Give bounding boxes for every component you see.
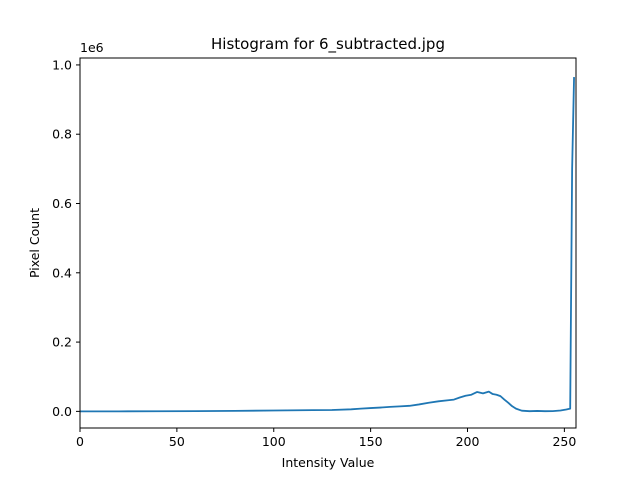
- plot-area: [80, 58, 576, 428]
- series-layer: [79, 77, 575, 413]
- x-tick-label: 200: [456, 434, 480, 449]
- x-axis-label: Intensity Value: [282, 455, 375, 470]
- x-tick-label: 250: [552, 434, 576, 449]
- y-axis-offset-text: 1e6: [80, 40, 104, 55]
- chart-title: Histogram for 6_subtracted.jpg: [211, 35, 445, 54]
- plot-frame: [79, 57, 577, 429]
- y-axis-label: Pixel Count: [27, 208, 42, 278]
- y-axis-ticks: 0.0 0.2 0.4 0.6 0.8 1.0: [52, 57, 80, 419]
- x-tick-label: 50: [169, 434, 185, 449]
- y-tick-label: 1.0: [52, 57, 72, 72]
- x-tick-label: 100: [262, 434, 286, 449]
- histogram-line-series: [79, 77, 575, 413]
- y-tick-label: 0.6: [52, 196, 72, 211]
- y-tick-label: 0.8: [52, 127, 72, 142]
- y-tick-label: 0.2: [52, 335, 72, 350]
- y-tick-label: 0.4: [52, 265, 72, 280]
- x-axis-ticks: 0 50 100 150 200 250: [76, 428, 576, 449]
- y-tick-label: 0.0: [52, 404, 72, 419]
- x-tick-label: 150: [359, 434, 383, 449]
- x-tick-label: 0: [76, 434, 84, 449]
